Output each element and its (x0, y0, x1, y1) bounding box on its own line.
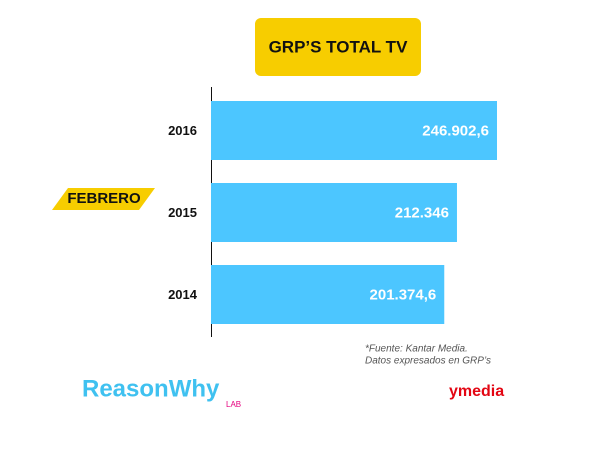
source-note: *Fuente: Kantar Media. (365, 344, 468, 355)
bar (211, 183, 457, 242)
source-note: Datos expresados en GRP’s (365, 356, 491, 367)
bar (211, 265, 445, 324)
y-tick-label: 2015 (168, 205, 197, 220)
bar (211, 101, 497, 160)
chart-title: GRP’S TOTAL TV (269, 37, 409, 56)
logo-lab: LAB (226, 400, 241, 409)
logo-ymedia: ymedia (449, 383, 504, 400)
y-tick-label: 2014 (168, 287, 198, 302)
value-label: 201.374,6 (370, 286, 437, 303)
logo-reasonwhy: ReasonWhy (82, 375, 220, 402)
value-label: 246.902,6 (422, 122, 489, 139)
value-label: 212.346 (395, 204, 449, 221)
title-box (255, 18, 421, 76)
period-label: FEBRERO (67, 190, 141, 207)
period-badge (52, 188, 155, 210)
y-tick-label: 2016 (168, 123, 197, 138)
